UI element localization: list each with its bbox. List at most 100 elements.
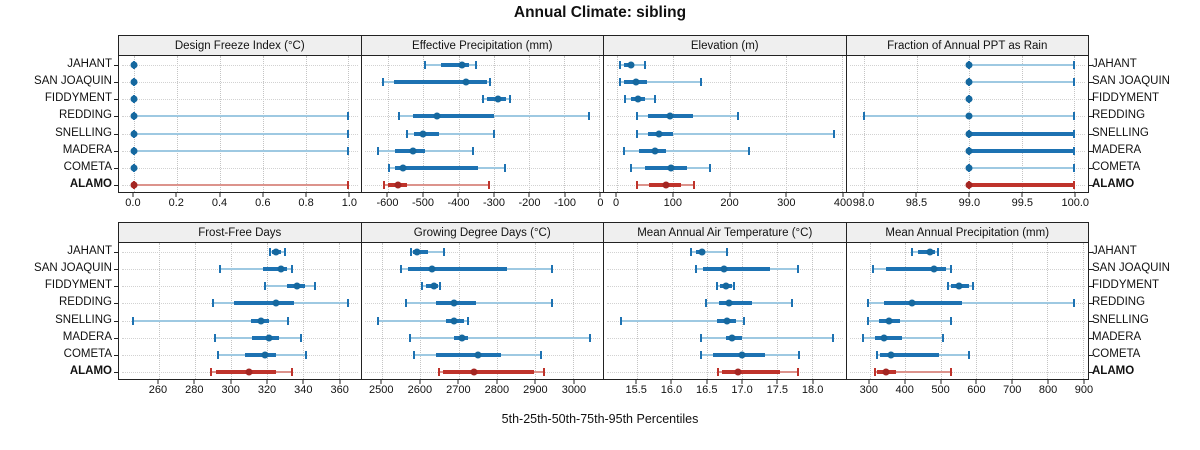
range-5-95-madera bbox=[862, 336, 943, 339]
site-label-cometa: COMETA bbox=[63, 161, 112, 174]
tick-mark bbox=[262, 193, 264, 197]
range-25-75-madera bbox=[969, 148, 1075, 153]
whisker-cap bbox=[700, 77, 703, 86]
tick-mark bbox=[175, 193, 177, 197]
row-guide bbox=[122, 251, 358, 253]
tick-mark bbox=[635, 380, 637, 384]
site-label-snelling: SNELLING bbox=[55, 313, 112, 326]
gridline bbox=[599, 56, 601, 192]
whisker-cap bbox=[489, 77, 492, 86]
whisker-cap bbox=[539, 351, 542, 360]
gridline bbox=[194, 243, 196, 379]
range-25-75-jahant bbox=[441, 62, 470, 67]
median-dot-cometa bbox=[130, 164, 138, 172]
gridline bbox=[741, 243, 743, 379]
site-label-alamo: ALAMO bbox=[1092, 365, 1135, 378]
whisker-cap bbox=[218, 264, 221, 273]
panel-axis: 0 100 200 300 400 bbox=[603, 193, 852, 213]
whisker-cap bbox=[941, 333, 944, 342]
whisker-cap bbox=[1073, 129, 1076, 138]
range-25-75-redding bbox=[412, 114, 494, 119]
tick-mark bbox=[842, 193, 844, 197]
site-label-cometa: COMETA bbox=[63, 348, 112, 361]
panel-plot bbox=[360, 242, 604, 380]
median-dot-san-joaquin bbox=[130, 78, 138, 86]
whisker-cap bbox=[412, 351, 415, 360]
tick-label: 15.5 bbox=[625, 384, 647, 396]
whisker-cap bbox=[725, 247, 728, 256]
tick-label: 2600 bbox=[407, 384, 433, 396]
row-guide bbox=[364, 251, 600, 253]
median-dot-snelling bbox=[885, 317, 893, 325]
tick-mark bbox=[564, 193, 566, 197]
whisker-cap bbox=[708, 164, 711, 173]
panel-strip: Elevation (m) bbox=[603, 35, 847, 56]
row-tick-left bbox=[114, 116, 118, 118]
tick-mark bbox=[380, 380, 382, 384]
median-dot-fiddyment bbox=[634, 95, 642, 103]
range-25-75-san-joaquin bbox=[263, 266, 287, 271]
site-label-san-joaquin: SAN JOAQUIN bbox=[34, 74, 112, 87]
gridline bbox=[673, 56, 675, 192]
whisker-cap bbox=[733, 282, 736, 291]
median-dot-madera bbox=[409, 147, 417, 155]
whisker-cap bbox=[624, 95, 627, 104]
tick-mark bbox=[670, 380, 672, 384]
whisker-cap bbox=[743, 316, 745, 325]
whisker-cap bbox=[618, 60, 621, 69]
whisker-cap bbox=[213, 333, 216, 342]
range-5-95-redding bbox=[406, 302, 552, 305]
whisker-cap bbox=[937, 247, 940, 256]
median-dot-fiddyment bbox=[965, 95, 973, 103]
range-5-95-snelling bbox=[378, 319, 468, 322]
gridline bbox=[1021, 56, 1023, 192]
site-labels-right-band1: JAHANT SAN JOAQUIN FIDDYMENT REDDING SNELLIN… bbox=[1092, 242, 1196, 380]
row-guide bbox=[122, 81, 358, 83]
median-dot-fiddyment bbox=[494, 95, 502, 103]
whisker-cap bbox=[438, 368, 441, 377]
site-labels-left-band0: JAHANT SAN JOAQUIN FIDDYMENT REDDING SNELLIN… bbox=[8, 55, 112, 193]
whisker-cap bbox=[1073, 299, 1076, 308]
site-label-redding: REDDING bbox=[58, 296, 112, 309]
range-5-95-redding bbox=[398, 115, 589, 118]
median-dot-madera bbox=[880, 334, 888, 342]
median-dot-madera bbox=[965, 147, 973, 155]
row-guide bbox=[607, 99, 843, 101]
whisker-cap bbox=[968, 351, 971, 360]
whisker-cap bbox=[950, 316, 953, 325]
tick-mark bbox=[968, 193, 970, 197]
median-dot-cometa bbox=[965, 164, 973, 172]
range-5-95-redding bbox=[867, 302, 1075, 305]
site-label-alamo: ALAMO bbox=[69, 365, 112, 378]
site-label-madera: MADERA bbox=[1092, 330, 1142, 343]
row-guide bbox=[364, 286, 600, 288]
median-dot-snelling bbox=[419, 130, 427, 138]
row-tick-right bbox=[1089, 286, 1093, 288]
tick-mark bbox=[672, 193, 674, 197]
gridline bbox=[305, 56, 307, 192]
tick-mark bbox=[975, 380, 977, 384]
row-tick-right bbox=[1089, 116, 1093, 118]
range-25-75-alamo bbox=[969, 183, 1075, 188]
median-dot-san-joaquin bbox=[965, 78, 973, 86]
median-dot-fiddyment bbox=[430, 282, 438, 290]
tick-label: 99.0 bbox=[958, 197, 981, 209]
whisker-cap bbox=[405, 129, 408, 138]
tick-mark bbox=[1083, 380, 1085, 384]
tick-label: -100 bbox=[553, 197, 576, 209]
range-25-75-cometa bbox=[395, 166, 478, 171]
tick-mark bbox=[534, 380, 536, 384]
whisker-cap bbox=[347, 112, 350, 121]
gridline bbox=[133, 56, 135, 192]
tick-label: 2900 bbox=[523, 384, 548, 396]
site-label-snelling: SNELLING bbox=[1092, 126, 1149, 139]
tick-label: 260 bbox=[148, 384, 168, 396]
whisker-cap bbox=[1073, 77, 1076, 86]
median-dot-redding bbox=[272, 299, 280, 307]
tick-label: 2700 bbox=[446, 384, 471, 396]
median-dot-san-joaquin bbox=[720, 265, 728, 273]
whisker-cap bbox=[694, 264, 697, 273]
whisker-cap bbox=[700, 333, 703, 342]
range-5-95-alamo bbox=[874, 371, 952, 374]
range-25-75-redding bbox=[234, 301, 294, 306]
